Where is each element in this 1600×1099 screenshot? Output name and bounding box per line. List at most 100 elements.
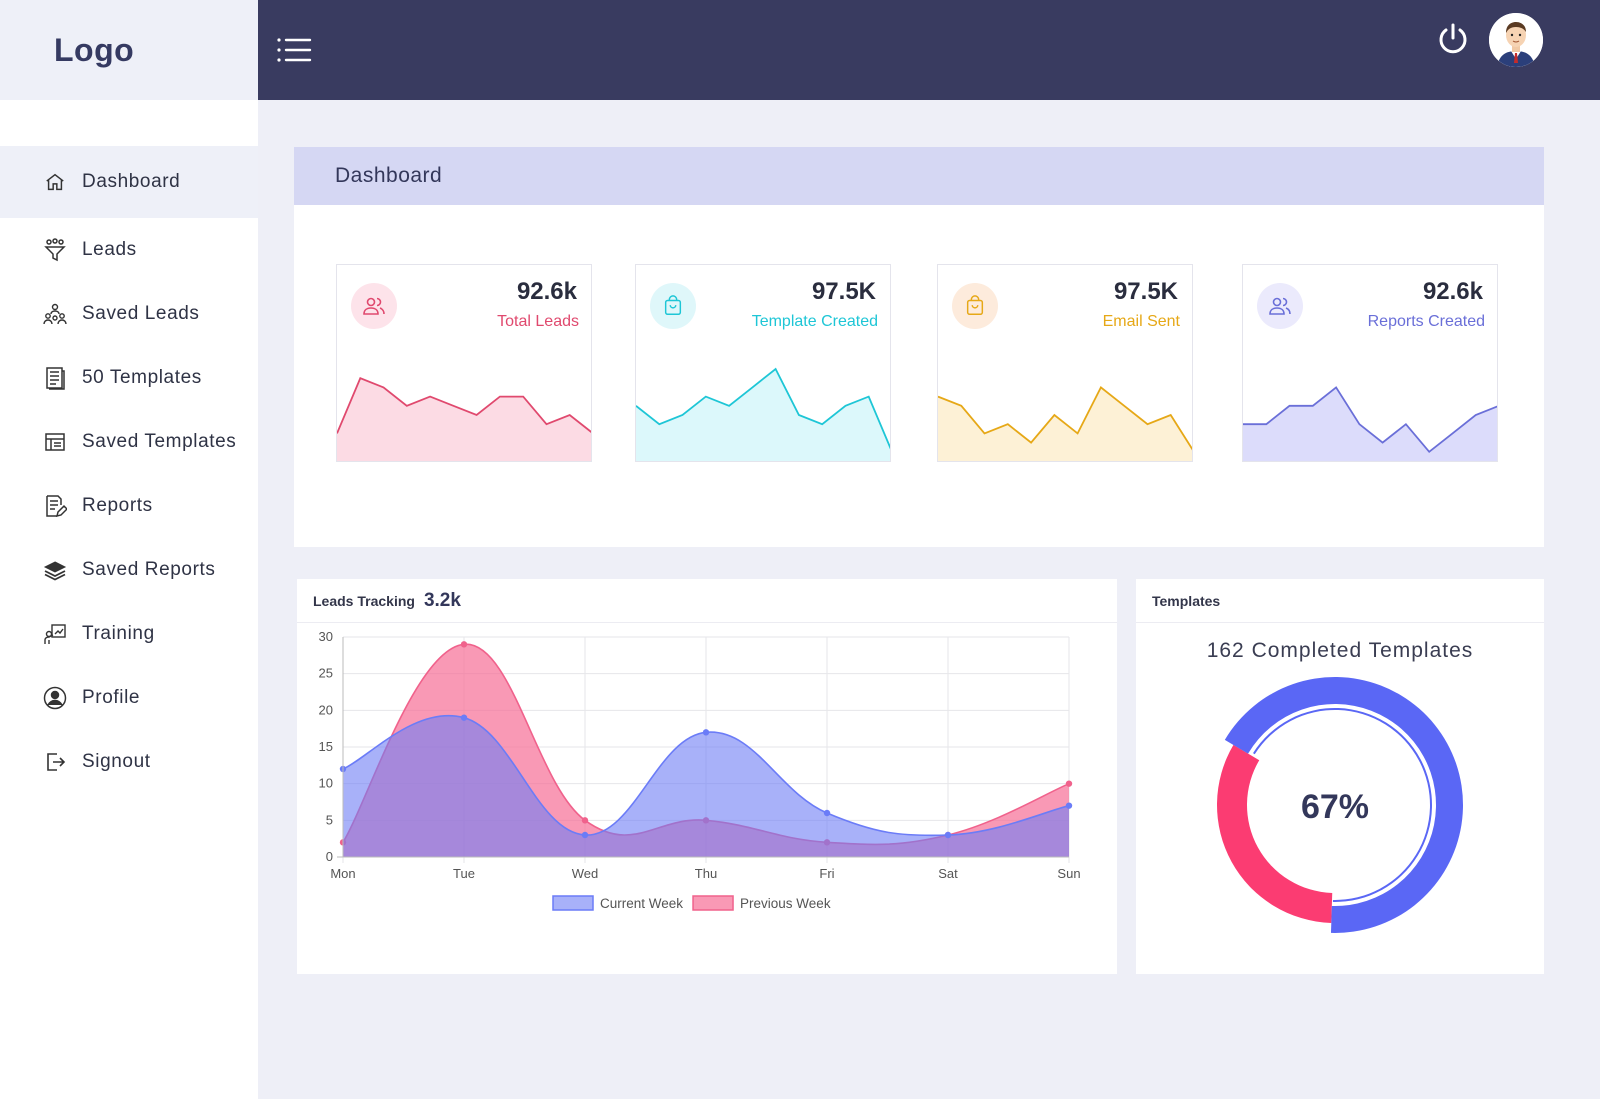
sparkline-chart — [938, 386, 1192, 461]
stat-label: Reports Created — [1367, 313, 1485, 330]
data-point — [1065, 802, 1073, 809]
series-area — [343, 715, 1069, 857]
sparkline-area — [636, 369, 890, 461]
sparkline-area — [1243, 387, 1497, 461]
sidebar-item-label: 50 Templates — [82, 367, 202, 388]
y-tick-label: 10 — [319, 776, 333, 791]
sidebar-item-label: Leads — [82, 239, 137, 260]
training-board-icon — [42, 621, 68, 647]
sidebar: Logo Dashboard Leads Saved Leads 50 Temp… — [0, 0, 258, 1099]
x-tick-label: Fri — [819, 866, 834, 881]
data-point — [581, 831, 589, 839]
donut-remaining-segment — [1217, 744, 1333, 923]
sidebar-item-leads[interactable]: Leads — [0, 218, 258, 282]
completed-templates-text: 162 Completed Templates — [1206, 639, 1474, 662]
leads-total: 3.2k — [423, 589, 461, 611]
leads-area-chart: 0 5 10 15 20 25 30 Mon Tue Wed Thu Fri Sat Sun Current… — [319, 629, 1081, 911]
stat-value: 97.5K — [811, 278, 876, 305]
legend-swatch — [552, 895, 594, 911]
legend-label: Current Week — [600, 896, 683, 911]
signout-icon — [42, 749, 68, 775]
stat-card-total-leads[interactable]: 92.6k Total Leads — [336, 264, 592, 462]
sparkline-chart — [636, 367, 890, 461]
y-tick-label: 0 — [326, 849, 333, 864]
document-icon — [42, 365, 68, 391]
user-avatar-icon[interactable] — [1489, 13, 1543, 67]
logo[interactable]: Logo — [54, 31, 135, 68]
panel-title: Templates — [1152, 592, 1221, 609]
data-point — [460, 714, 468, 721]
x-tick-label: Mon — [330, 866, 355, 881]
page-title: Dashboard — [335, 164, 443, 187]
report-edit-icon — [42, 493, 68, 519]
y-tick-label: 20 — [319, 702, 333, 717]
sidebar-item-saved-templates[interactable]: Saved Templates — [0, 410, 258, 474]
dashboard-header: Dashboard — [294, 147, 1544, 205]
x-tick-label: Wed — [572, 866, 599, 881]
x-tick-label: Thu — [695, 866, 717, 881]
logo-box: Logo — [0, 0, 258, 100]
stat-value: 97.5K — [1113, 278, 1178, 305]
stat-label: Total Leads — [497, 313, 579, 330]
data-point — [460, 641, 468, 648]
donut-percent-label: 67% — [1301, 788, 1369, 826]
sidebar-item-dashboard[interactable]: Dashboard — [0, 146, 258, 218]
sidebar-item-profile[interactable]: Profile — [0, 666, 258, 730]
sidebar-item-label: Signout — [82, 751, 151, 772]
sidebar-item-training[interactable]: Training — [0, 602, 258, 666]
sidebar-item-templates[interactable]: 50 Templates — [0, 346, 258, 410]
sparkline-line — [337, 377, 591, 434]
table-list-icon — [42, 429, 68, 455]
stat-card-email-sent[interactable]: 97.5K Email Sent — [937, 264, 1193, 462]
sidebar-item-saved-leads[interactable]: Saved Leads — [0, 282, 258, 346]
panel-title: Leads Tracking — [313, 592, 415, 609]
power-icon[interactable] — [1436, 22, 1470, 56]
sidebar-item-signout[interactable]: Signout — [0, 730, 258, 794]
y-tick-label: 15 — [319, 739, 333, 754]
bag-icon — [650, 283, 696, 329]
sidebar-item-label: Training — [82, 623, 155, 644]
home-icon — [42, 169, 68, 195]
legend-swatch — [692, 895, 734, 911]
sidebar-item-label: Saved Leads — [82, 303, 200, 324]
layers-icon — [42, 557, 68, 583]
y-tick-label: 5 — [326, 812, 333, 827]
dashboard-panel: Dashboard 92.6k Total Leads 97.5K Templa… — [294, 147, 1544, 547]
data-point — [1065, 780, 1073, 787]
sidebar-item-label: Saved Reports — [82, 559, 216, 580]
stat-label: Email Sent — [1102, 313, 1180, 330]
list-menu-icon[interactable] — [276, 36, 312, 66]
data-point — [823, 809, 831, 817]
sidebar-item-label: Reports — [82, 495, 153, 516]
templates-panel: Templates 162 Completed Templates 67% — [1136, 579, 1544, 974]
users-icon — [351, 283, 397, 329]
sidebar-item-reports[interactable]: Reports — [0, 474, 258, 538]
sparkline-chart — [337, 377, 591, 461]
data-point — [944, 831, 952, 839]
data-point — [702, 729, 710, 736]
users-icon — [1257, 283, 1303, 329]
sidebar-nav: Dashboard Leads Saved Leads 50 Templates… — [0, 146, 258, 794]
sparkline-area — [337, 378, 591, 461]
stat-value: 92.6k — [1422, 278, 1483, 305]
y-tick-label: 30 — [319, 629, 333, 644]
leads-tracking-panel: Leads Tracking 3.2k 0 5 10 15 20 25 30 Mon Tue We… — [297, 579, 1117, 974]
stat-card-reports-created[interactable]: 92.6k Reports Created — [1242, 264, 1498, 462]
sidebar-item-label: Dashboard — [82, 171, 181, 192]
legend-label: Previous Week — [740, 896, 831, 911]
user-circle-icon — [42, 685, 68, 711]
sidebar-item-saved-reports[interactable]: Saved Reports — [0, 538, 258, 602]
x-tick-label: Sat — [938, 866, 958, 881]
data-point — [581, 817, 589, 824]
leads-tracking-header: Leads Tracking 3.2k — [297, 579, 1117, 623]
sparkline-line — [636, 367, 890, 450]
stat-value: 92.6k — [516, 278, 577, 305]
y-tick-label: 25 — [319, 666, 333, 681]
templates-donut-chart: 67% — [1217, 677, 1463, 933]
stat-label: Template Created — [751, 313, 878, 330]
sparkline-chart — [1243, 386, 1497, 461]
people-group-icon — [42, 301, 68, 327]
sparkline-line — [1243, 386, 1497, 454]
stat-card-template-created[interactable]: 97.5K Template Created — [635, 264, 891, 462]
sidebar-item-label: Saved Templates — [82, 431, 237, 452]
